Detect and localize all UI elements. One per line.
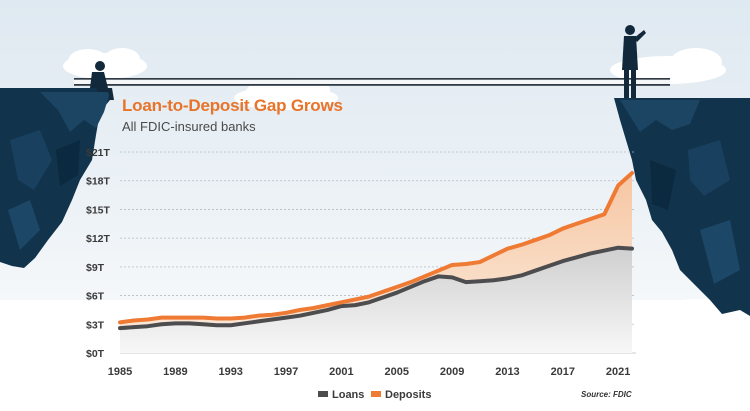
- legend: Loans Deposits: [318, 389, 431, 401]
- x-tick-label: 2009: [440, 366, 464, 378]
- standing-figure-icon: [622, 25, 646, 98]
- y-tick-label: $18T: [86, 176, 111, 188]
- x-tick-label: 1989: [163, 366, 187, 378]
- plank: [74, 78, 670, 86]
- y-tick-label: $15T: [86, 204, 111, 216]
- x-tick-label: 2017: [551, 366, 575, 378]
- x-tick-label: 1997: [274, 366, 298, 378]
- legend-swatch: [371, 391, 381, 397]
- x-tick-label: 1985: [108, 366, 132, 378]
- x-tick-label: 2001: [329, 366, 353, 378]
- legend-label: Deposits: [385, 389, 431, 401]
- series-line-deposits: [118, 171, 634, 325]
- left-cliff: [0, 88, 112, 268]
- y-axis-ticks: $0T $3T $6T $9T $12T $15T $18T $21T: [86, 147, 111, 360]
- x-axis-ticks: 1985 1989 1993 1997 2001 2005 2009 2013 2017 2021: [108, 366, 631, 378]
- y-tick-label: $0T: [86, 348, 105, 360]
- series-line-loans: [118, 245, 634, 331]
- cloud-right: [610, 48, 726, 84]
- clouds: [63, 48, 734, 311]
- x-tick-label: 2013: [495, 366, 519, 378]
- legend-swatch: [318, 391, 328, 397]
- legend-label: Loans: [332, 389, 364, 401]
- y-tick-label: $6T: [86, 291, 105, 303]
- x-tick-label: 2005: [385, 366, 409, 378]
- right-cliff: [614, 98, 750, 316]
- source-note: Source: FDIC: [581, 390, 632, 399]
- y-tick-label: $12T: [86, 233, 111, 245]
- gap-area: [120, 173, 632, 329]
- x-tick-label: 2021: [606, 366, 630, 378]
- chart-subtitle: All FDIC-insured banks: [122, 119, 256, 134]
- x-tick-label: 1993: [218, 366, 242, 378]
- sitting-figure-icon: [90, 61, 114, 100]
- y-tick-label: $3T: [86, 319, 105, 331]
- chart-title: Loan-to-Deposit Gap Grows: [122, 96, 343, 115]
- series-lines: [118, 171, 634, 331]
- y-tick-label: $9T: [86, 262, 105, 274]
- y-tick-label: $21T: [86, 147, 111, 159]
